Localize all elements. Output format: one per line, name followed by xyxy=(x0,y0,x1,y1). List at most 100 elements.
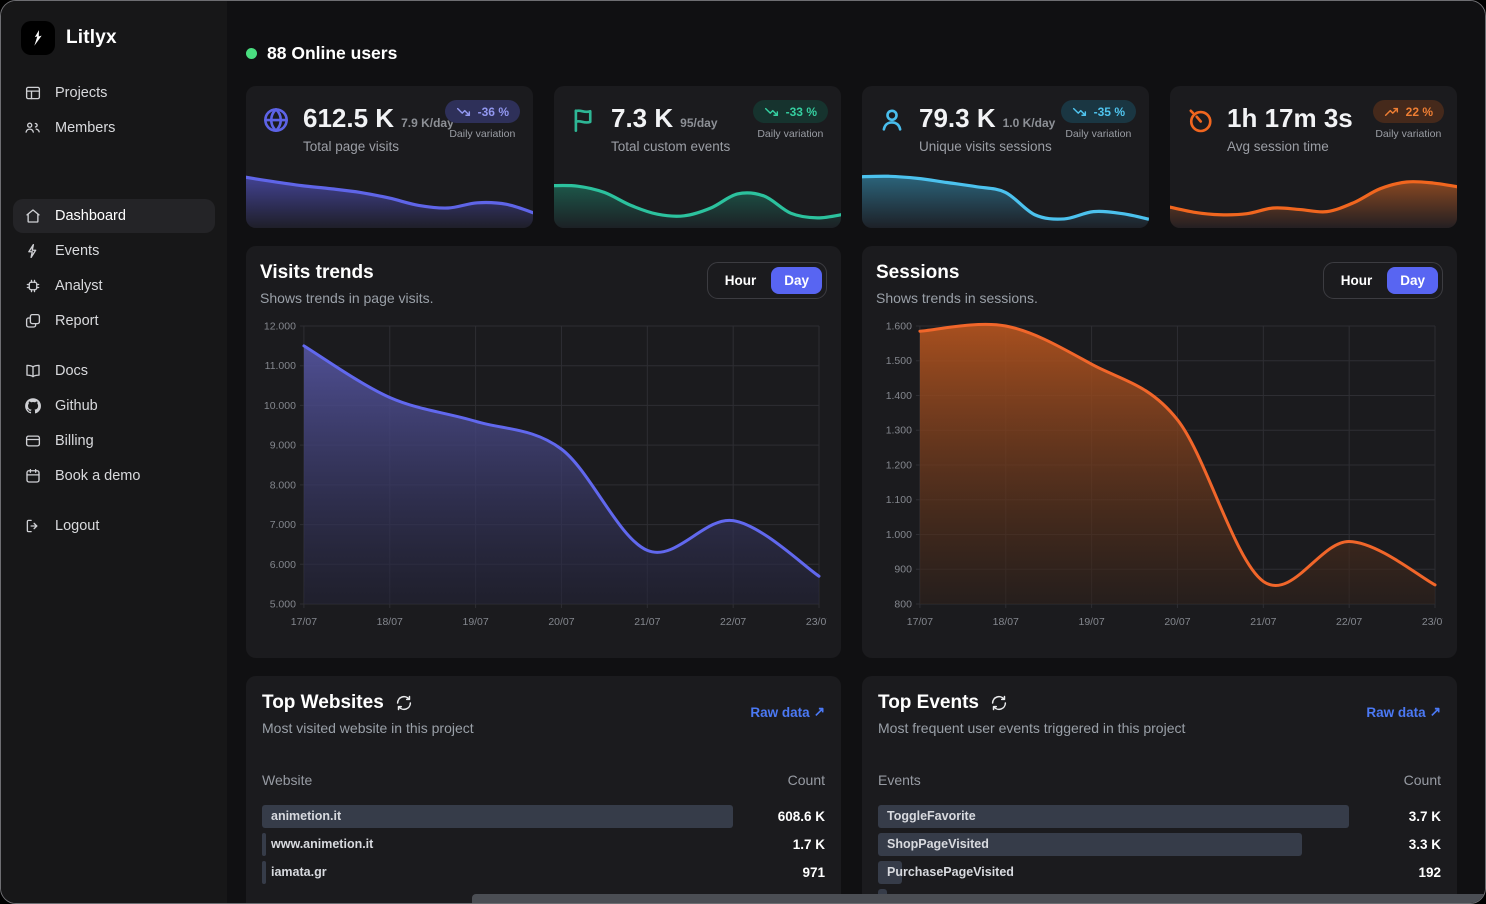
sidebar-item-logout[interactable]: Logout xyxy=(13,509,215,543)
projects-icon xyxy=(24,84,42,102)
svg-text:1.600: 1.600 xyxy=(886,321,912,332)
table-row: iamata.gr 971 xyxy=(262,858,825,886)
row-count: 192 xyxy=(1418,865,1441,880)
online-dot xyxy=(246,48,257,59)
sidebar-item-docs[interactable]: Docs xyxy=(13,354,215,388)
globe-icon xyxy=(261,105,291,135)
sidebar-item-projects[interactable]: Projects xyxy=(13,76,215,110)
column-header-left: Website xyxy=(262,772,312,788)
arrow-up-right-icon: ↗ xyxy=(814,704,825,720)
visits-trends-chart: 12.00011.00010.0009.0008.0007.0006.0005.… xyxy=(260,316,827,632)
value-bar xyxy=(262,861,266,884)
github-icon xyxy=(24,397,42,415)
table-row: ShopPageVisited 3.3 K xyxy=(878,830,1441,858)
sidebar-item-analyst[interactable]: Analyst xyxy=(13,269,215,303)
main-content: 88 Online users 612.5 K 7.9 K/day Total … xyxy=(227,1,1485,903)
sidebar-item-billing[interactable]: Billing xyxy=(13,424,215,458)
row-label: animetion.it xyxy=(271,809,341,823)
svg-text:1.500: 1.500 xyxy=(886,356,912,367)
sessions-panel: Sessions Shows trends in sessions. Hour … xyxy=(862,246,1457,658)
variation-label: Daily variation xyxy=(1375,128,1441,140)
svg-text:900: 900 xyxy=(894,565,912,576)
members-icon xyxy=(24,119,42,137)
raw-data-link[interactable]: Raw data↗ xyxy=(1366,704,1441,720)
svg-text:7.000: 7.000 xyxy=(270,520,296,531)
bar-zone: ToggleFavorite xyxy=(878,805,1349,828)
trend-up-icon xyxy=(1384,104,1399,119)
svg-text:1.200: 1.200 xyxy=(886,460,912,471)
sidebar-item-dashboard[interactable]: Dashboard xyxy=(13,199,215,233)
refresh-icon[interactable] xyxy=(395,694,413,712)
sidebar-item-label: Projects xyxy=(55,85,107,101)
table-subtitle: Most frequent user events triggered in t… xyxy=(878,720,1185,736)
panel-subtitle: Shows trends in page visits. xyxy=(260,290,434,306)
svg-text:8.000: 8.000 xyxy=(270,480,296,491)
variation-label: Daily variation xyxy=(757,128,823,140)
svg-text:21/07: 21/07 xyxy=(634,617,660,628)
row-count: 3.7 K xyxy=(1409,809,1441,824)
bar-zone: iamata.gr xyxy=(262,861,733,884)
chip-icon xyxy=(24,277,42,295)
sidebar-item-label: Report xyxy=(55,313,99,329)
litlyx-dashboard-app: Litlyx Projects Members DashboardEventsAna… xyxy=(0,0,1486,904)
raw-data-link[interactable]: Raw data↗ xyxy=(750,704,825,720)
svg-text:18/07: 18/07 xyxy=(993,617,1019,628)
svg-text:11.000: 11.000 xyxy=(265,361,296,372)
row-label: www.animetion.it xyxy=(271,837,373,851)
stat-card-avg-session-time: 1h 17m 3s Avg session time 22 % Daily va… xyxy=(1170,86,1457,228)
docs-icon xyxy=(24,362,42,380)
sparkline-chart xyxy=(1170,164,1457,228)
sidebar: Litlyx Projects Members DashboardEventsAna… xyxy=(1,1,227,903)
sparkline-chart xyxy=(862,164,1149,228)
table-row: ToggleFavorite 3.7 K xyxy=(878,802,1441,830)
table-row: www.animetion.it 1.7 K xyxy=(262,830,825,858)
svg-text:1.400: 1.400 xyxy=(886,391,912,402)
table-column-headers: Events Count xyxy=(878,772,1441,788)
horizontal-scrollbar[interactable] xyxy=(472,894,1485,903)
stat-value: 1h 17m 3s xyxy=(1227,103,1353,134)
sessions-chart: 1.6001.5001.4001.3001.2001.1001.00090080… xyxy=(876,316,1443,632)
app-title: Litlyx xyxy=(66,27,117,49)
panel-header: Sessions Shows trends in sessions. Hour … xyxy=(876,262,1443,306)
trend-down-icon xyxy=(764,104,779,119)
day-toggle-button[interactable]: Day xyxy=(771,267,822,294)
sidebar-nav: Projects Members DashboardEventsAnalyst Rep… xyxy=(13,65,215,544)
bar-zone: www.animetion.it xyxy=(262,833,733,856)
table-header: Top Websites Most visited website in thi… xyxy=(262,692,825,736)
table-subtitle: Most visited website in this project xyxy=(262,720,474,736)
svg-text:1.000: 1.000 xyxy=(886,530,912,541)
sidebar-item-report[interactable]: Report xyxy=(13,304,215,338)
user-icon xyxy=(877,105,907,135)
svg-text:23/07: 23/07 xyxy=(806,617,827,628)
sidebar-item-github[interactable]: Github xyxy=(13,389,215,423)
variation-badge: -35 % xyxy=(1061,100,1136,123)
sidebar-item-events[interactable]: Events xyxy=(13,234,215,268)
svg-text:19/07: 19/07 xyxy=(463,617,489,628)
litlyx-bird-icon xyxy=(21,21,55,55)
stat-rate: 1.0 K/day xyxy=(1003,116,1056,130)
hour-toggle-button[interactable]: Hour xyxy=(1328,267,1386,294)
table-rows: animetion.it 608.6 K www.animetion.it 1.… xyxy=(262,802,825,886)
daily-variation: 22 % Daily variation xyxy=(1373,100,1444,140)
sidebar-item-members[interactable]: Members xyxy=(13,111,215,145)
bar-zone: ShopPageVisited xyxy=(878,833,1349,856)
svg-text:20/07: 20/07 xyxy=(1164,617,1190,628)
svg-text:21/07: 21/07 xyxy=(1250,617,1276,628)
svg-text:12.000: 12.000 xyxy=(264,321,296,332)
refresh-icon[interactable] xyxy=(990,694,1008,712)
sidebar-item-label: Docs xyxy=(55,363,88,379)
hour-toggle-button[interactable]: Hour xyxy=(712,267,770,294)
stat-title: Total custom events xyxy=(611,139,730,154)
timer-icon xyxy=(1185,105,1215,135)
arrow-up-right-icon: ↗ xyxy=(1430,704,1441,720)
svg-text:800: 800 xyxy=(894,599,912,610)
row-label: ShopPageVisited xyxy=(887,837,989,851)
svg-text:5.000: 5.000 xyxy=(270,599,296,610)
interval-toggle: Hour Day xyxy=(707,262,827,299)
stat-title: Avg session time xyxy=(1227,139,1353,154)
day-toggle-button[interactable]: Day xyxy=(1387,267,1438,294)
row-label: ToggleFavorite xyxy=(887,809,976,823)
svg-text:17/07: 17/07 xyxy=(291,617,317,628)
charts-row: Visits trends Shows trends in page visit… xyxy=(246,246,1457,658)
sidebar-item-book-a-demo[interactable]: Book a demo xyxy=(13,459,215,493)
